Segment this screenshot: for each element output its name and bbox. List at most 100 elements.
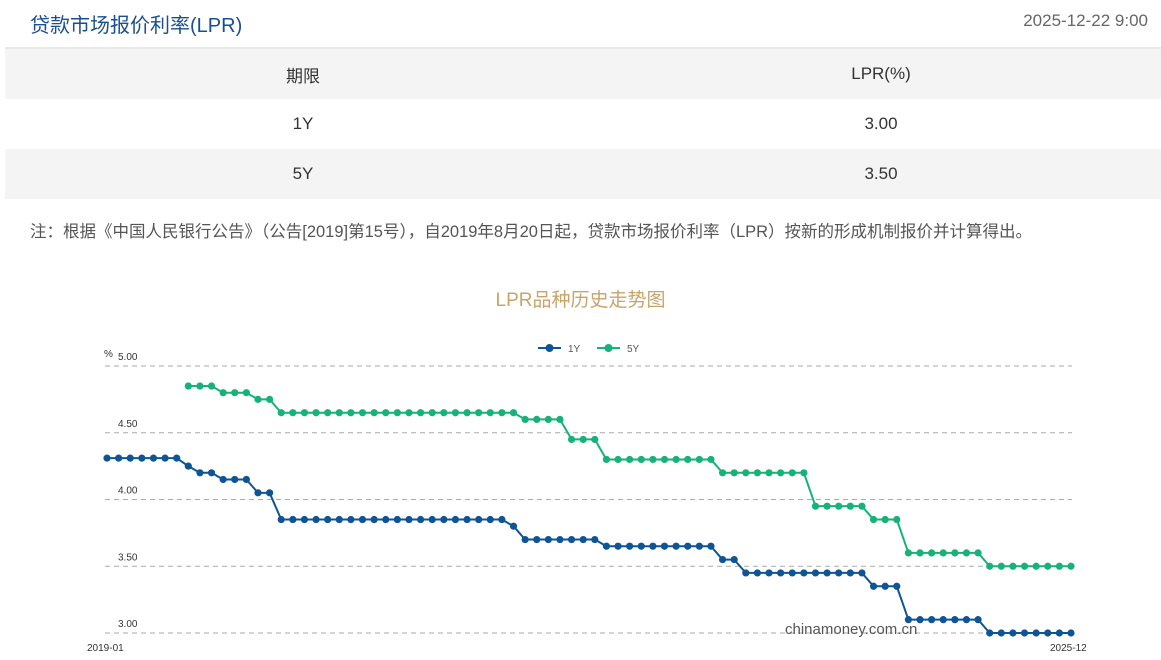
data-point-5Y[interactable] bbox=[997, 562, 1005, 570]
data-point-1Y[interactable] bbox=[266, 489, 274, 497]
data-point-5Y[interactable] bbox=[416, 409, 425, 417]
data-point-5Y[interactable] bbox=[184, 382, 192, 390]
data-point-1Y[interactable] bbox=[962, 616, 971, 624]
data-point-1Y[interactable] bbox=[707, 542, 715, 550]
data-point-5Y[interactable] bbox=[591, 435, 599, 444]
data-point-1Y[interactable] bbox=[567, 535, 576, 544]
data-point-1Y[interactable] bbox=[440, 515, 448, 524]
data-point-1Y[interactable] bbox=[289, 515, 297, 524]
legend-item-5Y[interactable]: 5Y bbox=[597, 344, 640, 355]
data-point-5Y[interactable] bbox=[567, 435, 576, 444]
data-point-1Y[interactable] bbox=[358, 515, 367, 524]
data-point-1Y[interactable] bbox=[103, 454, 111, 462]
data-point-1Y[interactable] bbox=[637, 542, 645, 550]
data-point-1Y[interactable] bbox=[718, 555, 727, 564]
data-point-5Y[interactable] bbox=[533, 415, 541, 423]
data-point-5Y[interactable] bbox=[730, 469, 738, 477]
data-point-1Y[interactable] bbox=[416, 515, 425, 524]
data-point-1Y[interactable] bbox=[1044, 629, 1052, 637]
data-point-1Y[interactable] bbox=[219, 475, 227, 484]
data-point-5Y[interactable] bbox=[649, 455, 657, 464]
data-point-5Y[interactable] bbox=[579, 435, 587, 444]
data-point-5Y[interactable] bbox=[463, 409, 471, 417]
data-point-5Y[interactable] bbox=[986, 562, 994, 570]
data-point-5Y[interactable] bbox=[811, 502, 820, 510]
data-point-1Y[interactable] bbox=[614, 542, 622, 550]
data-point-1Y[interactable] bbox=[951, 616, 959, 624]
data-point-5Y[interactable] bbox=[939, 549, 947, 557]
data-point-5Y[interactable] bbox=[405, 409, 413, 417]
data-point-5Y[interactable] bbox=[266, 395, 274, 403]
data-point-1Y[interactable] bbox=[324, 515, 332, 524]
data-point-1Y[interactable] bbox=[533, 535, 541, 544]
data-point-1Y[interactable] bbox=[335, 515, 343, 524]
data-point-1Y[interactable] bbox=[498, 515, 506, 524]
data-point-5Y[interactable] bbox=[718, 469, 727, 477]
data-point-5Y[interactable] bbox=[451, 409, 460, 417]
data-point-1Y[interactable] bbox=[475, 515, 483, 524]
data-point-1Y[interactable] bbox=[347, 515, 355, 524]
data-point-5Y[interactable] bbox=[707, 455, 715, 464]
data-point-1Y[interactable] bbox=[788, 569, 796, 577]
data-point-5Y[interactable] bbox=[858, 502, 866, 510]
data-point-1Y[interactable] bbox=[161, 454, 169, 462]
data-point-1Y[interactable] bbox=[207, 469, 216, 477]
data-point-1Y[interactable] bbox=[509, 522, 518, 530]
data-point-1Y[interactable] bbox=[196, 469, 204, 477]
data-point-5Y[interactable] bbox=[684, 455, 692, 464]
data-point-5Y[interactable] bbox=[1020, 562, 1029, 570]
data-point-1Y[interactable] bbox=[974, 616, 982, 624]
data-point-1Y[interactable] bbox=[184, 462, 192, 470]
data-point-5Y[interactable] bbox=[742, 469, 750, 477]
data-point-1Y[interactable] bbox=[800, 569, 808, 577]
data-point-1Y[interactable] bbox=[986, 629, 994, 637]
data-point-5Y[interactable] bbox=[1055, 562, 1063, 570]
data-point-5Y[interactable] bbox=[602, 455, 611, 464]
data-point-1Y[interactable] bbox=[626, 542, 634, 550]
data-point-5Y[interactable] bbox=[835, 502, 843, 510]
data-point-5Y[interactable] bbox=[393, 409, 401, 417]
data-point-1Y[interactable] bbox=[742, 569, 750, 577]
data-point-1Y[interactable] bbox=[846, 569, 854, 577]
data-point-1Y[interactable] bbox=[684, 542, 692, 550]
data-point-5Y[interactable] bbox=[242, 389, 250, 397]
data-point-1Y[interactable] bbox=[730, 555, 738, 564]
data-point-1Y[interactable] bbox=[881, 582, 889, 590]
data-point-1Y[interactable] bbox=[893, 582, 901, 590]
data-point-5Y[interactable] bbox=[637, 455, 645, 464]
data-point-5Y[interactable] bbox=[951, 549, 959, 557]
data-point-1Y[interactable] bbox=[370, 515, 378, 524]
data-point-5Y[interactable] bbox=[869, 515, 878, 524]
data-point-5Y[interactable] bbox=[207, 382, 216, 390]
data-point-1Y[interactable] bbox=[765, 569, 773, 577]
data-point-1Y[interactable] bbox=[1067, 629, 1075, 637]
data-point-1Y[interactable] bbox=[451, 515, 460, 524]
data-point-5Y[interactable] bbox=[753, 469, 762, 477]
data-point-1Y[interactable] bbox=[393, 515, 401, 524]
data-point-5Y[interactable] bbox=[300, 409, 309, 417]
data-point-5Y[interactable] bbox=[498, 409, 506, 417]
data-point-5Y[interactable] bbox=[800, 469, 808, 477]
data-point-1Y[interactable] bbox=[405, 515, 413, 524]
data-point-1Y[interactable] bbox=[173, 454, 181, 462]
data-point-1Y[interactable] bbox=[939, 616, 947, 624]
data-point-5Y[interactable] bbox=[823, 502, 831, 510]
data-point-1Y[interactable] bbox=[997, 629, 1005, 637]
data-point-1Y[interactable] bbox=[428, 515, 436, 524]
data-point-5Y[interactable] bbox=[254, 395, 262, 403]
data-point-1Y[interactable] bbox=[823, 569, 831, 577]
data-point-1Y[interactable] bbox=[486, 515, 494, 524]
data-point-5Y[interactable] bbox=[846, 502, 854, 510]
data-point-5Y[interactable] bbox=[196, 382, 204, 390]
data-point-1Y[interactable] bbox=[544, 535, 552, 544]
data-point-5Y[interactable] bbox=[765, 469, 773, 477]
data-point-1Y[interactable] bbox=[811, 569, 820, 577]
data-point-1Y[interactable] bbox=[521, 535, 529, 544]
data-point-5Y[interactable] bbox=[358, 409, 367, 417]
data-point-5Y[interactable] bbox=[312, 409, 320, 417]
data-point-5Y[interactable] bbox=[544, 415, 552, 423]
data-point-5Y[interactable] bbox=[660, 455, 669, 464]
data-point-1Y[interactable] bbox=[928, 616, 936, 624]
data-point-1Y[interactable] bbox=[277, 515, 285, 524]
data-point-5Y[interactable] bbox=[695, 455, 703, 464]
